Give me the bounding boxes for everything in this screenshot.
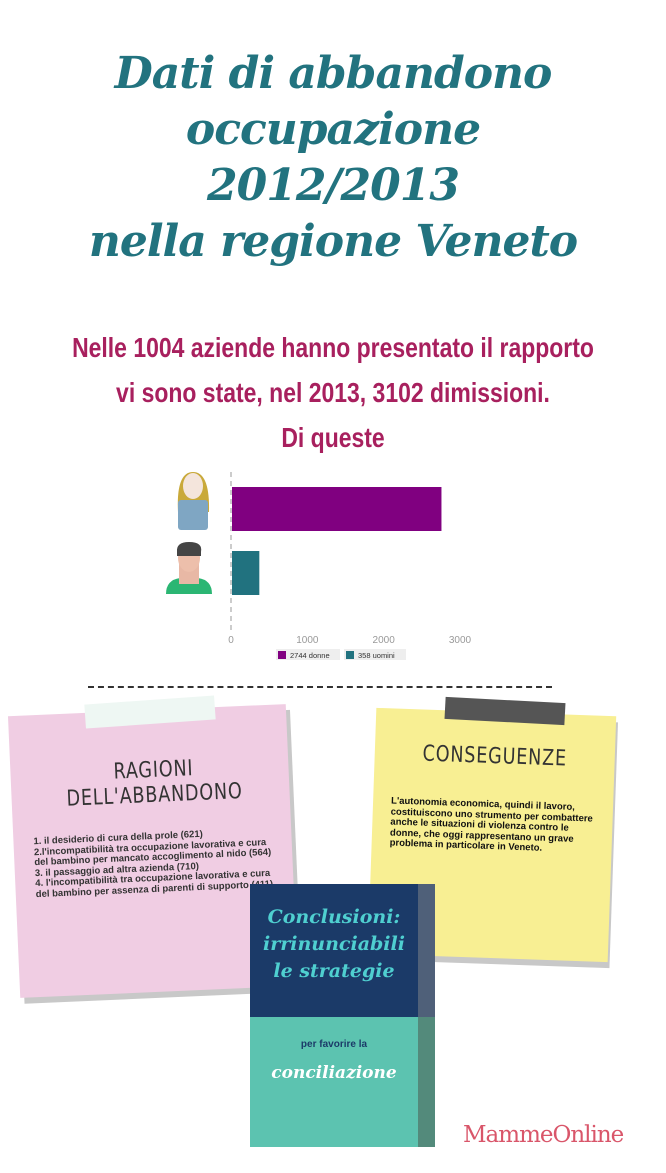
conclusioni-line: irrinunciabili [263, 933, 405, 955]
x-tick-label: 0 [228, 635, 234, 646]
x-tick-label: 1000 [296, 635, 319, 646]
x-tick-label: 3000 [449, 635, 472, 646]
man-avatar-icon [166, 542, 212, 594]
woman-avatar-icon [177, 472, 210, 530]
book-spine [418, 884, 435, 1017]
legend-swatch [346, 651, 354, 659]
conseguenze-text: L'autonomia economica, quindi il lavoro,… [389, 795, 594, 854]
legend-swatch [278, 651, 286, 659]
x-tick-label: 2000 [373, 635, 396, 646]
title-line: occupazione [185, 104, 481, 155]
book-cover-top: Conclusioni: irrinunciabili le strategie [250, 884, 418, 1017]
divider [88, 686, 552, 688]
bar-donne [232, 487, 442, 531]
book-cover-bottom: per favorire la conciliazione [250, 1017, 418, 1147]
legend-label: 358 uomini [358, 651, 395, 660]
subtitle-line: vi sono state, nel 2013, 3102 dimissioni… [116, 377, 550, 408]
conclusioni-word: conciliazione [271, 1063, 397, 1083]
ragioni-list: 1. il desiderio di cura della prole (621… [33, 827, 281, 901]
page-title: Dati di abbandono occupazione 2012/2013 … [0, 46, 666, 270]
bar-uomini [232, 551, 260, 595]
ragioni-title: RAGIONI DELL'ABBANDONO [66, 756, 244, 812]
conclusioni-sub: per favorire la [300, 1039, 368, 1050]
subtitle-line: Nelle 1004 aziende hanno presentato il r… [72, 332, 594, 363]
title-line: nella regione Veneto [88, 216, 578, 267]
conclusioni-line: Conclusioni: [267, 906, 401, 928]
title-line: Dati di abbandono [114, 48, 553, 99]
book-spine [418, 1017, 435, 1147]
legend-label: 2744 donne [290, 651, 330, 660]
bar-chart: 0 1000 2000 3000 2744 donne 358 uomini [166, 472, 472, 660]
title-line: 2012/2013 [207, 160, 460, 211]
subtitle: Nelle 1004 aziende hanno presentato il r… [60, 325, 606, 460]
mammeonline-logo: MammeOnline [463, 1122, 624, 1148]
conclusioni-line: le strategie [273, 960, 395, 982]
conseguenze-title: CONSEGUENZE [422, 741, 568, 772]
subtitle-line: Di queste [281, 422, 385, 453]
legend: 2744 donne 358 uomini [276, 649, 406, 660]
